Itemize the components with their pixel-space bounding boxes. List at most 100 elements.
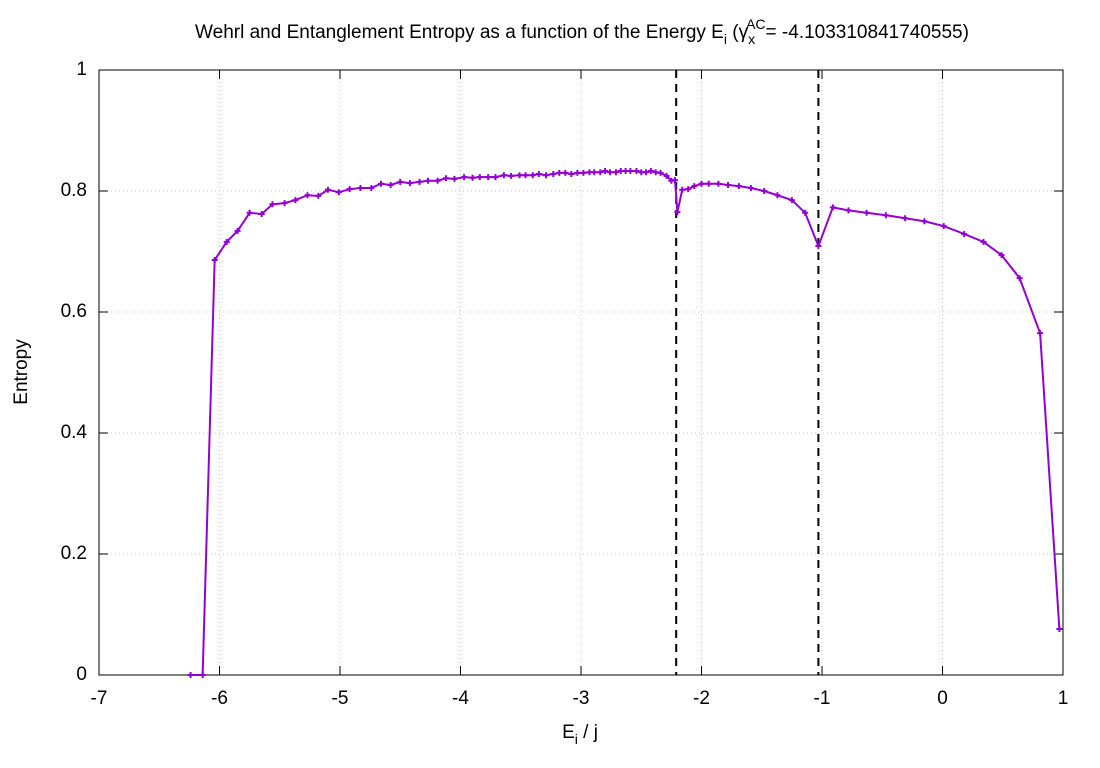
data-point xyxy=(633,168,640,175)
data-point xyxy=(562,169,569,176)
data-point xyxy=(685,186,692,193)
x-tick-label: -7 xyxy=(91,688,108,709)
data-point xyxy=(863,209,870,216)
title-text: Wehrl and Entanglement Entropy as a func… xyxy=(195,22,724,43)
data-point xyxy=(802,209,809,216)
data-point xyxy=(424,177,431,184)
data-point xyxy=(961,230,968,237)
data-point xyxy=(199,672,206,678)
data-point xyxy=(643,169,650,176)
data-point xyxy=(335,189,342,196)
data-point xyxy=(602,168,609,175)
data-point xyxy=(761,188,768,194)
data-point xyxy=(691,183,698,190)
data-point xyxy=(469,174,476,181)
data-point xyxy=(647,168,654,175)
data-point xyxy=(627,168,634,175)
data-point xyxy=(747,184,754,191)
chart-title: Wehrl and Entanglement Entropy as a func… xyxy=(195,16,969,47)
data-point xyxy=(434,177,441,184)
data-point xyxy=(500,172,507,179)
x-label-sub: i xyxy=(575,731,578,747)
data-point xyxy=(921,218,928,225)
data-point xyxy=(774,192,781,199)
data-point xyxy=(522,172,529,179)
y-tick-label: 0.6 xyxy=(61,301,87,322)
data-point xyxy=(258,210,265,217)
data-point xyxy=(406,180,413,187)
data-point xyxy=(476,174,483,181)
data-point xyxy=(485,174,492,181)
data-point xyxy=(451,175,458,182)
x-tick-label: -5 xyxy=(332,688,349,709)
data-point xyxy=(980,238,987,245)
data-point xyxy=(1056,626,1063,633)
data-point xyxy=(223,238,230,245)
title-text: = -4.103310841740555) xyxy=(766,22,969,43)
data-point xyxy=(346,186,353,193)
data-point xyxy=(281,200,288,207)
title-sup: AC xyxy=(746,16,765,32)
data-point xyxy=(1037,330,1044,337)
data-point xyxy=(568,171,575,178)
x-tick-label: 1 xyxy=(1058,688,1069,709)
data-point xyxy=(508,172,515,179)
y-axis-label: Entropy xyxy=(11,339,32,405)
data-point xyxy=(234,227,241,234)
data-point xyxy=(698,180,705,187)
y-tick-label: 0 xyxy=(76,664,87,685)
data-point xyxy=(725,181,732,188)
data-point xyxy=(377,180,384,187)
data-point xyxy=(612,169,619,176)
data-point xyxy=(902,215,909,222)
data-point xyxy=(387,181,394,188)
data-point xyxy=(556,169,563,176)
y-tick-label: 0.8 xyxy=(61,180,87,201)
x-tick-label: -2 xyxy=(693,688,710,709)
x-tick-label: -4 xyxy=(452,688,469,709)
data-point xyxy=(705,180,712,187)
data-point xyxy=(1016,275,1023,282)
data-point xyxy=(543,172,550,179)
title-sub: x xyxy=(748,31,755,47)
data-point xyxy=(315,192,322,199)
x-tick-label: 0 xyxy=(937,688,948,709)
data-point xyxy=(674,209,681,216)
data-point xyxy=(397,178,404,185)
data-point xyxy=(815,243,822,250)
data-point xyxy=(574,169,581,176)
data-point xyxy=(492,174,499,181)
plot-border xyxy=(98,69,1064,676)
data-point xyxy=(304,192,311,199)
x-label-text: E xyxy=(562,722,575,743)
data-point xyxy=(735,183,742,190)
data-point xyxy=(679,186,686,193)
y-tick-label: 1 xyxy=(76,59,87,80)
data-point xyxy=(606,169,613,176)
data-point xyxy=(597,169,604,176)
data-point xyxy=(663,172,670,179)
data-point xyxy=(368,184,375,191)
title-text: (γ xyxy=(727,22,749,43)
data-point xyxy=(211,256,218,263)
data-point xyxy=(443,175,450,182)
x-label-text: / j xyxy=(578,722,598,743)
x-tick-label: -1 xyxy=(814,688,831,709)
data-point xyxy=(845,207,852,214)
data-point xyxy=(535,171,542,178)
data-point xyxy=(998,252,1005,259)
data-point xyxy=(357,184,364,191)
y-tick-label: 0.4 xyxy=(61,422,88,443)
data-point xyxy=(829,204,836,211)
data-point xyxy=(550,171,557,178)
data-point xyxy=(269,201,276,208)
x-tick-label: -6 xyxy=(211,688,228,709)
data-point xyxy=(324,186,331,193)
data-point xyxy=(882,212,889,219)
data-point xyxy=(416,178,423,185)
x-axis-label: Ei / j xyxy=(562,722,598,747)
x-tick-label: -3 xyxy=(573,688,590,709)
y-tick-label: 0.2 xyxy=(61,543,87,564)
title-sub: i xyxy=(724,31,727,47)
